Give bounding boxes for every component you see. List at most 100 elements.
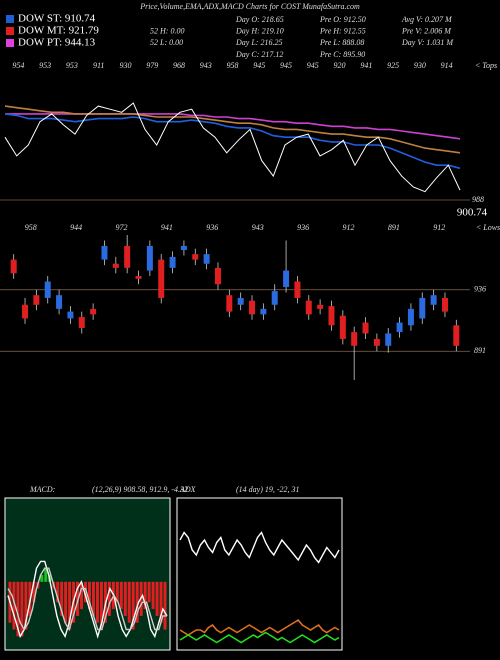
candle-body (339, 315, 346, 339)
candle-body (260, 308, 267, 315)
series-line (4, 102, 461, 193)
panel-title: ADX (179, 485, 197, 494)
histogram-bar (12, 581, 16, 630)
stat: Day V: 1.031 M (401, 38, 454, 47)
candle-body (10, 259, 17, 274)
histogram-bar (127, 581, 131, 623)
top-label: 945 (280, 61, 292, 70)
histogram-bar (16, 581, 20, 637)
histogram-bar (123, 581, 127, 616)
candle-body (192, 254, 199, 260)
histogram-bar (68, 581, 72, 630)
top-label: 943 (200, 61, 212, 70)
candle-body (146, 245, 153, 271)
stat: Pre V: 2.006 M (401, 27, 452, 36)
top-label: 920 (334, 61, 346, 70)
legend-label: DOW MT: 921.79 (18, 25, 99, 37)
annotation: 900.74 (457, 207, 488, 219)
candle-body (101, 245, 108, 260)
stat: 52 L: 0.00 (150, 38, 183, 47)
top-label: 925 (387, 61, 399, 70)
stat: Day L: 216.25 (235, 38, 282, 47)
panel-title: MACD: (29, 485, 56, 494)
histogram-bar (76, 581, 80, 616)
candle-body (124, 245, 131, 268)
histogram-bar (60, 581, 64, 616)
candle-body (135, 276, 142, 279)
stat: Pre O: 912.50 (319, 15, 366, 24)
histogram-bar (64, 581, 68, 623)
top-label: 972 (116, 223, 128, 232)
candle-body (328, 306, 335, 326)
candle-body (362, 322, 369, 334)
candle-body (317, 304, 324, 309)
candle-body (112, 263, 119, 268)
stat: 52 H: 0.00 (150, 27, 184, 36)
series-line (7, 560, 168, 639)
top-label: 979 (146, 61, 158, 70)
page-title: Price,Volume,EMA,ADX,MACD Charts for COS… (139, 2, 360, 11)
candle-body (385, 333, 392, 346)
panel-subtitle: (12,26,9) 908.58, 912.9, -4.32 (92, 485, 188, 494)
candle-body (90, 308, 97, 315)
top-label: 912 (343, 223, 355, 232)
top-label: 954 (12, 61, 24, 70)
candle-body (407, 308, 414, 326)
top-label: 953 (39, 61, 51, 70)
level-label: 936 (474, 285, 486, 294)
top-label: 945 (307, 61, 319, 70)
top-label: 911 (93, 61, 104, 70)
histogram-bar (24, 581, 28, 630)
series-line (179, 631, 340, 644)
candle-body (56, 295, 63, 309)
top-label: 891 (388, 223, 400, 232)
annotation: < Tops (475, 61, 497, 70)
candle-body (214, 267, 221, 285)
candle-body (180, 245, 187, 251)
stat: Day H: 219.10 (235, 27, 284, 36)
top-label: 936 (206, 223, 218, 232)
candle-body (158, 259, 165, 298)
stat: Pre C: 895.90 (319, 50, 365, 59)
histogram-bar (135, 581, 139, 623)
histogram-bar (151, 581, 155, 610)
candle-body (67, 311, 74, 319)
series-line (4, 105, 461, 154)
stat: Day O: 218.65 (235, 15, 284, 24)
stat: Pre H: 912.55 (319, 27, 366, 36)
candle-body (44, 281, 51, 298)
annotation: < Lows (476, 223, 500, 232)
candle-body (33, 295, 40, 305)
top-label: 953 (66, 61, 78, 70)
candle-body (441, 297, 448, 312)
histogram-bar (163, 581, 167, 630)
candle-body (373, 338, 380, 346)
legend-swatch (6, 39, 14, 47)
candle-body (430, 295, 437, 305)
histogram-bar (20, 581, 24, 637)
annotation: 988 (472, 195, 484, 204)
top-label: 944 (70, 223, 82, 232)
top-label: 958 (25, 223, 37, 232)
top-label: 945 (253, 61, 265, 70)
legend-label: DOW PT: 944.13 (18, 37, 96, 49)
top-label: 912 (433, 223, 445, 232)
candle-body (249, 300, 256, 315)
top-label: 941 (161, 223, 173, 232)
legend-label: DOW ST: 910.74 (18, 13, 96, 25)
top-label: 943 (252, 223, 264, 232)
candle-body (237, 297, 244, 305)
candle-body (226, 295, 233, 312)
top-label: 968 (173, 61, 185, 70)
legend-swatch (6, 15, 14, 23)
histogram-bar (44, 568, 48, 582)
candle-body (169, 256, 176, 268)
histogram-bar (143, 581, 147, 610)
level-label: 891 (474, 346, 486, 355)
histogram-bar (56, 581, 60, 603)
series-line (179, 531, 340, 564)
top-label: 930 (414, 61, 426, 70)
candle-body (453, 325, 460, 346)
stat: Day C: 217.12 (235, 50, 283, 59)
